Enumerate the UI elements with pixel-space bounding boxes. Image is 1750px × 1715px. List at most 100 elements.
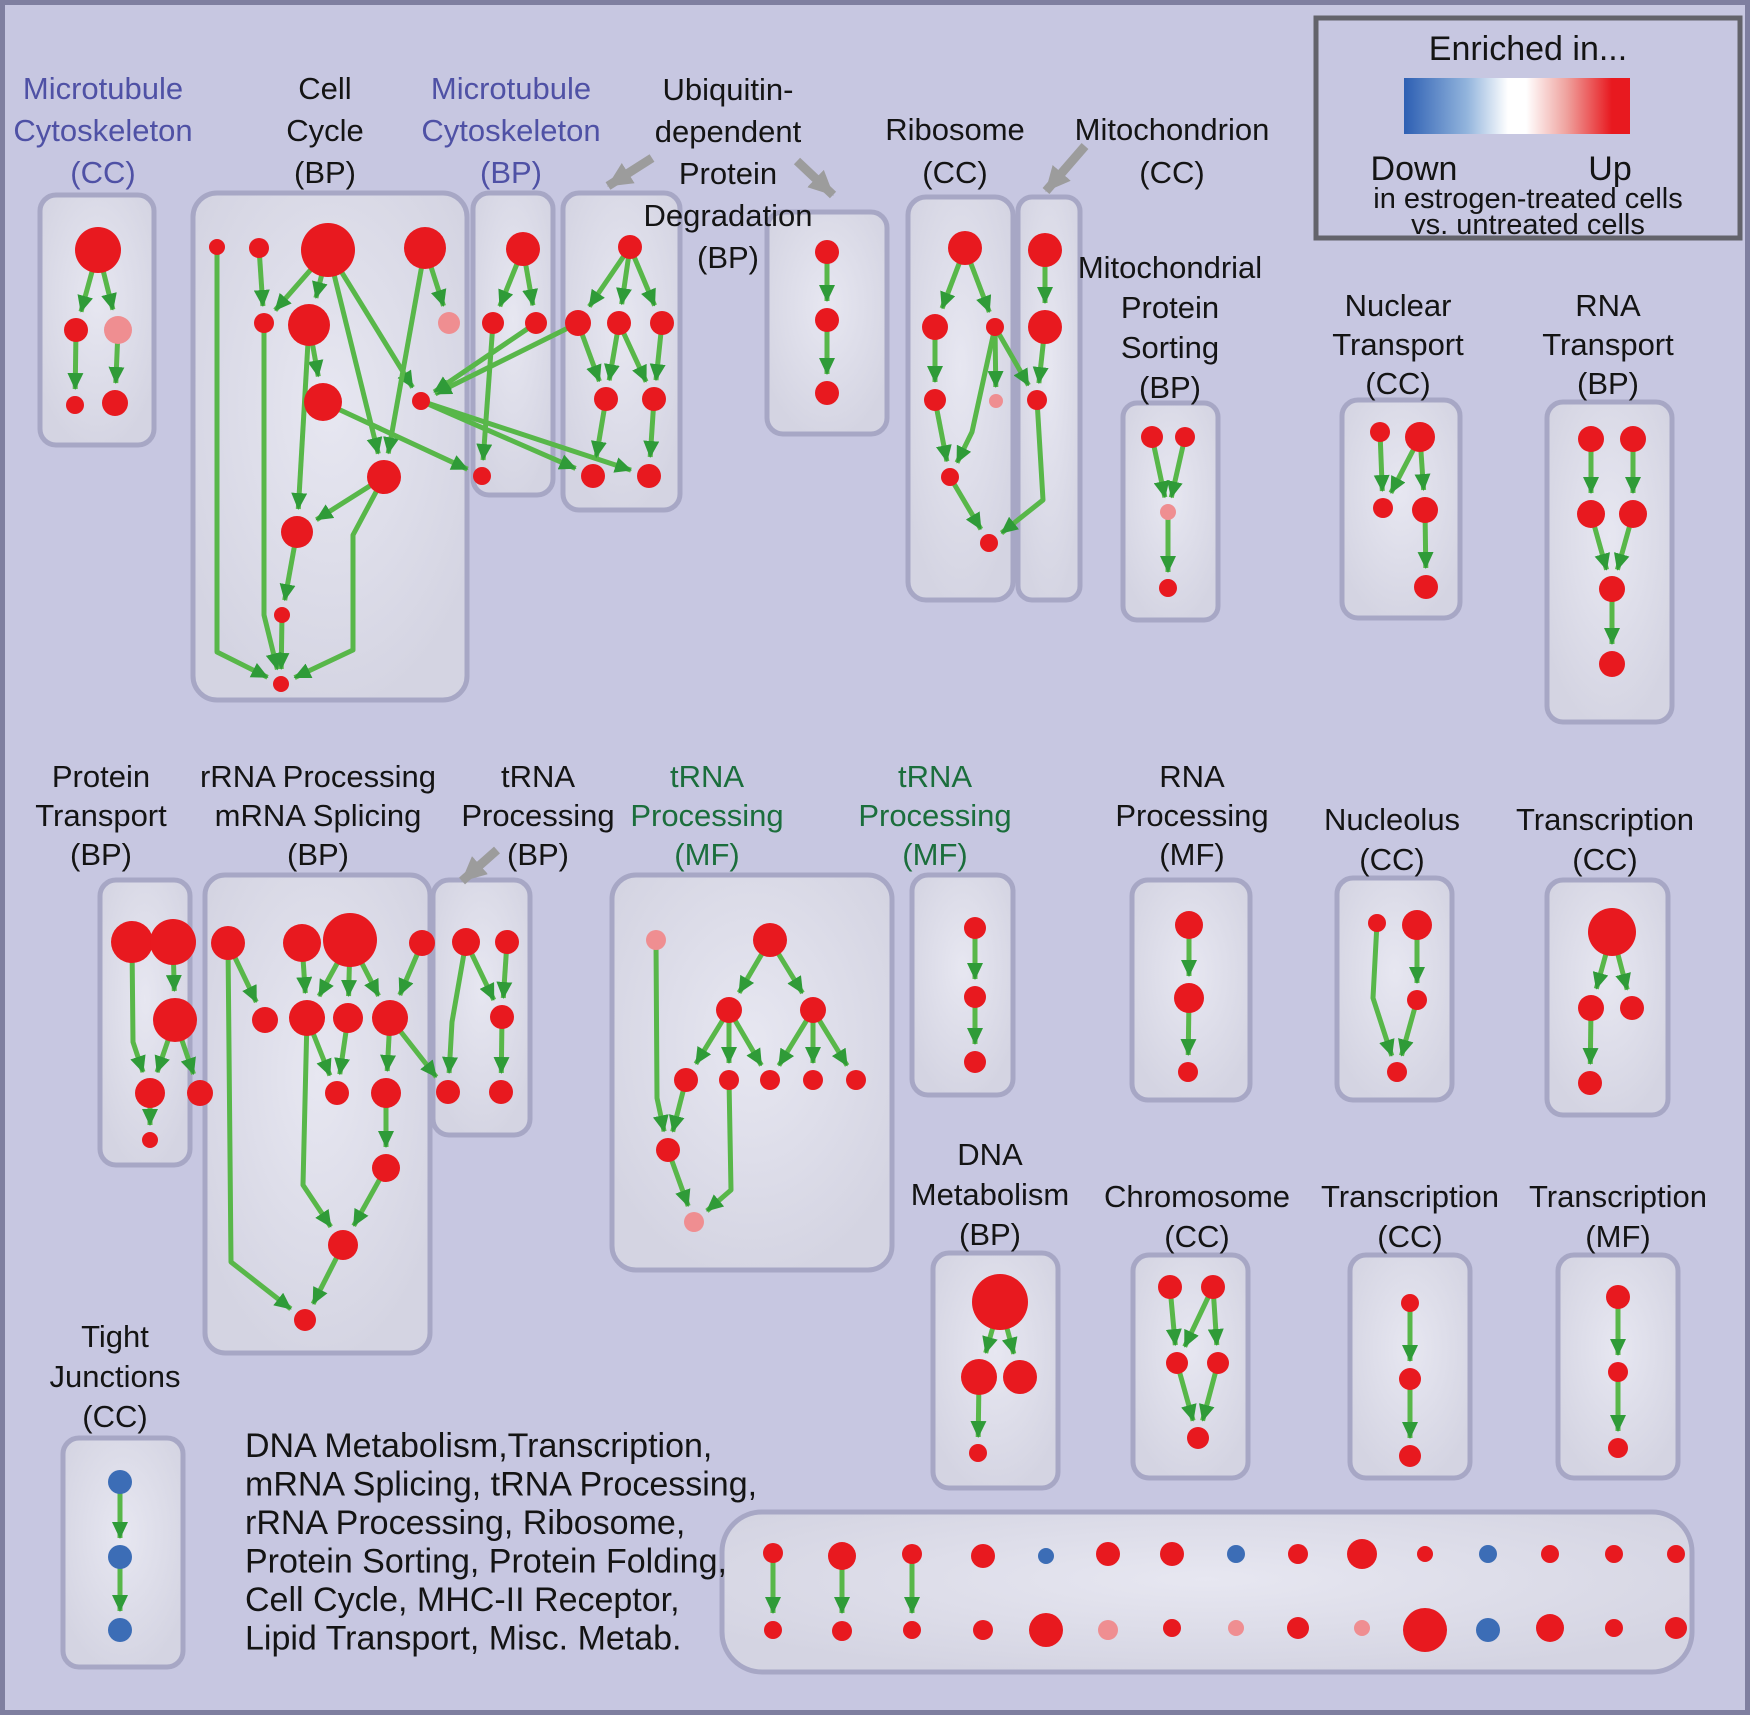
cluster-label-trnabp-line3: (BP) [507, 837, 569, 872]
strip-node-top-4 [971, 1544, 995, 1568]
node-V3 [815, 381, 839, 405]
node-b [249, 238, 269, 258]
node-F0 [646, 930, 666, 950]
cluster-label-tmf-line1: Transcription [1529, 1179, 1707, 1214]
edge-R6-R7 [947, 475, 984, 531]
cluster-label-tcc3-line1: Transcription [1321, 1179, 1499, 1214]
strip-node-bottom-5 [1029, 1613, 1063, 1647]
node-S3 [1160, 504, 1176, 520]
node-D1 [972, 1274, 1028, 1330]
cluster-box-trnamf [609, 872, 895, 1273]
node-R1 [948, 231, 982, 265]
cluster-box-mbp [470, 190, 556, 498]
node-TJ2 [108, 1545, 132, 1569]
node-TB3 [490, 1005, 514, 1029]
strip-node-top-7 [1160, 1542, 1184, 1566]
strip-node-bottom-9 [1287, 1617, 1309, 1639]
strip-node-bottom-7 [1163, 1619, 1181, 1637]
node-e [254, 313, 274, 333]
strip-node-bottom-1 [764, 1621, 782, 1639]
node-S4 [1159, 579, 1177, 597]
cluster-box-chrom [1130, 1252, 1251, 1481]
node-TB5 [489, 1080, 513, 1104]
node-TC4 [1578, 1071, 1602, 1095]
cluster-label-mcc-line1: Microtubule [23, 71, 183, 106]
cluster-label-rnat-line2: Transport [1542, 327, 1674, 362]
node-TJ3 [108, 1618, 132, 1642]
cluster-label-rnapro-line2: Processing [1115, 798, 1268, 833]
node-C5 [1187, 1427, 1209, 1449]
legend-box [1313, 15, 1743, 241]
node-Bm [473, 467, 491, 485]
cluster-label-mito-line2: (CC) [1139, 155, 1204, 190]
edge-R-i [432, 320, 538, 395]
node-C1 [1158, 1275, 1182, 1299]
node-l [274, 607, 290, 623]
cluster-label-sort-line2: Protein [1121, 290, 1219, 325]
node-N3 [1373, 498, 1393, 518]
node-TB4 [436, 1080, 460, 1104]
cluster-label-trnabp-line1: tRNA [501, 759, 575, 794]
node-D2 [961, 1359, 997, 1395]
node-F3 [800, 997, 826, 1023]
node-RP2 [1174, 983, 1204, 1013]
node-E [102, 390, 128, 416]
node-W1 [964, 917, 986, 939]
cluster-label-dna-line1: DNA [957, 1137, 1023, 1172]
edge-S2-S3 [1167, 436, 1188, 499]
node-TC3 [1620, 996, 1644, 1020]
legend-up-label: Up [1588, 150, 1631, 188]
strip-node-bottom-8 [1228, 1620, 1244, 1636]
node-f [288, 304, 330, 346]
node-UBL [581, 464, 605, 488]
cluster-label-tcc2-line2: (CC) [1572, 842, 1637, 877]
node-M3 [1027, 390, 1047, 410]
cluster-label-rib-line1: Ribosome [885, 112, 1025, 147]
cluster-box-trnamf2 [909, 872, 1016, 1098]
cluster-label-trnamf2-line1: tRNA [898, 759, 972, 794]
misc-categories-line6: Lipid Transport, Misc. Metab. [245, 1620, 682, 1658]
strip-node-top-2 [828, 1542, 856, 1570]
node-Q6 [1599, 651, 1625, 677]
node-G5 [252, 1007, 278, 1033]
edge-R3-R6 [954, 326, 998, 464]
node-M2 [1028, 310, 1062, 344]
cluster-label-mcc-line2: Cytoskeleton [13, 113, 192, 148]
misc-categories-line1: DNA Metabolism,Transcription, [245, 1427, 712, 1465]
cluster-label-tmf-line2: (MF) [1585, 1219, 1650, 1254]
node-P2 [150, 919, 196, 965]
strip-node-top-6 [1096, 1542, 1120, 1566]
edge-NL1-NL4 [1370, 922, 1395, 1057]
cluster-label-dna-line2: Metabolism [911, 1177, 1070, 1212]
edge-a-m [214, 247, 269, 680]
node-G4 [409, 930, 435, 956]
node-V1 [815, 240, 839, 264]
strip-node-bottom-6 [1098, 1620, 1118, 1640]
cluster-label-rnapro-line1: RNA [1159, 759, 1225, 794]
node-X [187, 1080, 213, 1106]
node-G7 [333, 1003, 363, 1033]
node-G13 [294, 1309, 316, 1331]
node-T [506, 232, 540, 266]
node-N4 [1412, 497, 1438, 523]
node-P1 [111, 921, 153, 963]
cluster-label-cc-line1: Cell [298, 71, 351, 106]
node-NL3 [1407, 990, 1427, 1010]
node-j [367, 460, 401, 494]
node-F5 [719, 1070, 739, 1090]
node-D [66, 396, 84, 414]
node-TM2 [1608, 1362, 1628, 1382]
annotation-arrow-4 [459, 846, 500, 885]
annotation-arrow-1 [605, 154, 655, 190]
node-NL2 [1402, 910, 1432, 940]
strip-node-top-14 [1605, 1545, 1623, 1563]
node-R2 [922, 314, 948, 340]
node-G11 [372, 1154, 400, 1182]
node-F8 [846, 1070, 866, 1090]
node-S2 [1175, 427, 1195, 447]
cluster-label-sort-line3: Sorting [1121, 330, 1219, 365]
cluster-label-nuc-line2: Transport [1332, 327, 1464, 362]
node-TB2 [495, 930, 519, 954]
cluster-label-rrna-line1: rRNA Processing [200, 759, 436, 794]
